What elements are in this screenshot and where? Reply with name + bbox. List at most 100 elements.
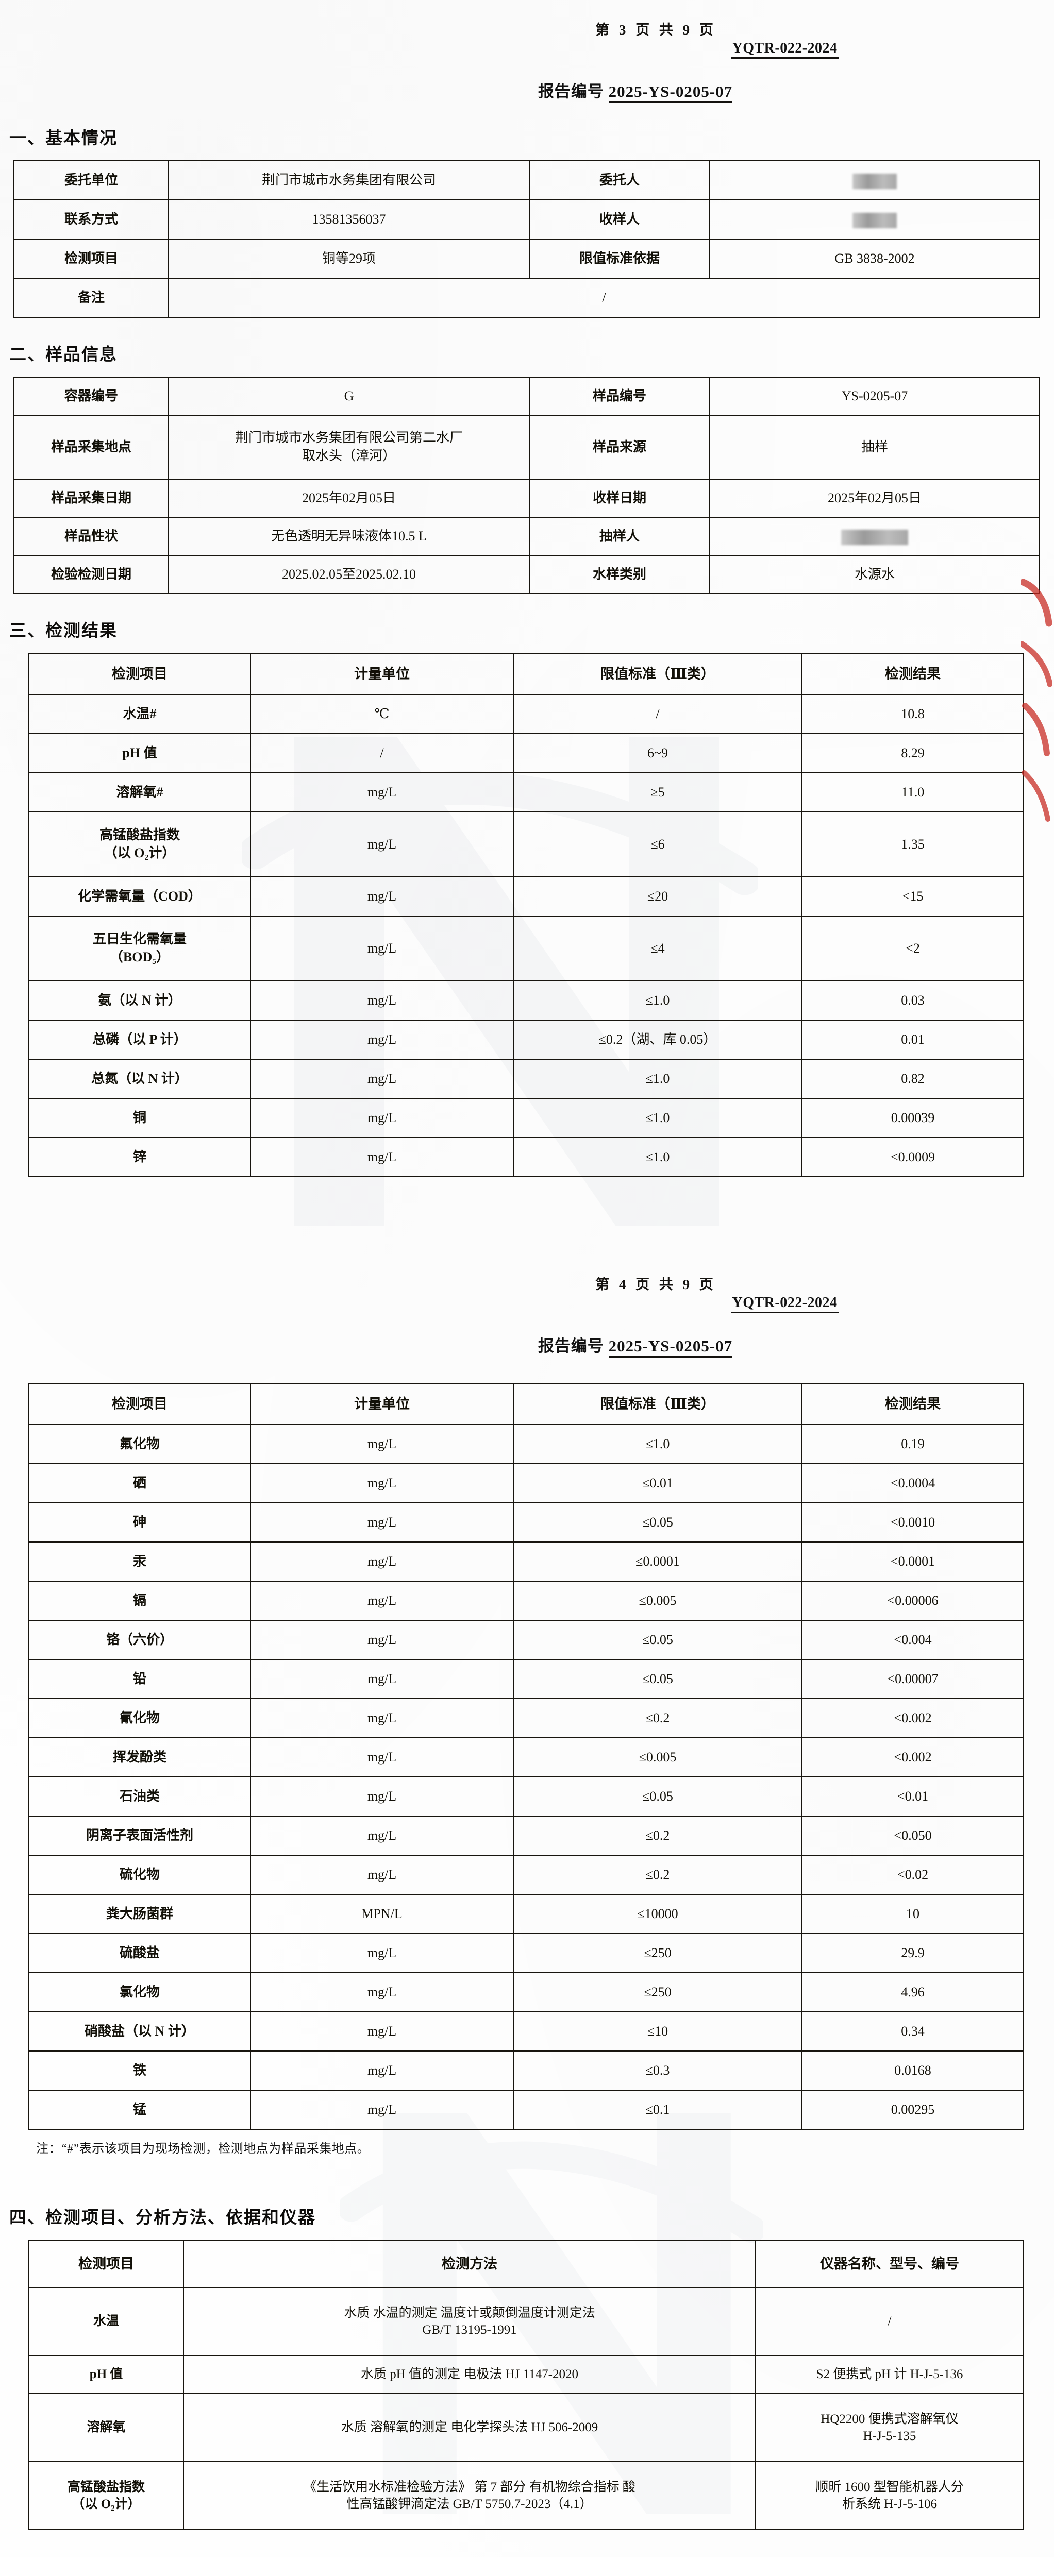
column-header-limit: 限值标准（Ⅲ类） — [513, 653, 802, 695]
results-table-page-4: 检测项目 计量单位 限值标准（Ⅲ类） 检测结果 氟化物 mg/L ≤1.0 0.19 硒… — [28, 1383, 1024, 2130]
result-item-cell: pH 值 — [28, 733, 251, 773]
result-unit-cell: MPN/L — [250, 1894, 514, 1934]
field-value: 无色透明无异味液体10.5 L — [168, 517, 530, 556]
table-row: 粪大肠菌群 MPN/L ≤10000 10 — [28, 1894, 1024, 1934]
table-row: 铜 mg/L ≤1.0 0.00039 — [28, 1098, 1024, 1138]
table-row: 高锰酸盐指数 （以 O₂计） mg/L ≤6 1.35 — [28, 811, 1024, 877]
table-row: 样品性状 无色透明无异味液体10.5 L 抽样人 — [13, 517, 1040, 556]
table-row: 样品采集日期 2025年02月05日 收样日期 2025年02月05日 — [13, 479, 1040, 518]
result-limit-cell: ≤0.2 — [513, 1855, 802, 1895]
result-limit-cell: ≤0.05 — [513, 1620, 802, 1660]
result-limit-cell: ≤1.0 — [513, 1098, 802, 1138]
report-number-value: 2025-YS-0205-07 — [608, 1337, 733, 1358]
table-row: 氯化物 mg/L ≤250 4.96 — [28, 1972, 1024, 2012]
page-header-4: 第 4 页 共 9 页 YQTR-022-2024 报告编号 2025-YS-0… — [0, 1255, 1054, 1358]
result-limit-cell: ≤250 — [513, 1972, 802, 2012]
result-unit-cell: mg/L — [250, 2011, 514, 2052]
result-unit-cell: mg/L — [250, 1502, 514, 1543]
result-value-cell: 0.00039 — [801, 1098, 1024, 1138]
result-item-cell: 总磷（以 P 计） — [28, 1020, 251, 1060]
result-value-cell: <15 — [801, 876, 1024, 917]
column-header-method: 检测方法 — [183, 2240, 756, 2288]
result-limit-cell: ≤0.01 — [513, 1463, 802, 1503]
page-header-3: 第 3 页 共 9 页 YQTR-022-2024 报告编号 2025-YS-0… — [0, 0, 1054, 103]
document-code: YQTR-022-2024 — [731, 40, 839, 59]
result-limit-cell: ≤0.05 — [513, 1659, 802, 1699]
column-header-result: 检测结果 — [801, 653, 1024, 695]
field-value: 抽样 — [709, 415, 1040, 480]
result-unit-cell: ℃ — [250, 694, 514, 734]
result-unit-cell: mg/L — [250, 1541, 514, 1582]
result-item-cell: 氰化物 — [28, 1698, 251, 1738]
page-number-label: 第 4 页 共 9 页 — [595, 1277, 716, 1292]
table-row: 联系方式 13581356037 收样人 — [13, 199, 1040, 240]
result-item-cell: 氟化物 — [28, 1424, 251, 1464]
table-row: 化学需氧量（COD） mg/L ≤20 <15 — [28, 876, 1024, 917]
result-unit-cell: mg/L — [250, 1020, 514, 1060]
result-limit-cell: ≤6 — [513, 811, 802, 877]
result-unit-cell: mg/L — [250, 1137, 514, 1177]
result-value-cell: 0.19 — [801, 1424, 1024, 1464]
field-value: 铜等29项 — [168, 239, 530, 279]
table-row: 镉 mg/L ≤0.005 <0.00006 — [28, 1581, 1024, 1621]
result-limit-cell: 6~9 — [513, 733, 802, 773]
field-label: 抽样人 — [529, 517, 710, 556]
table-row: 溶解氧# mg/L ≥5 11.0 — [28, 772, 1024, 812]
result-unit-cell: mg/L — [250, 1581, 514, 1621]
method-description-cell: 水质 溶解氧的测定 电化学探头法 HJ 506-2009 — [183, 2393, 756, 2462]
field-label: 检验检测日期 — [13, 555, 169, 594]
method-description-cell: 水质 水温的测定 温度计或颠倒温度计测定法 GB/T 13195-1991 — [183, 2287, 756, 2356]
result-limit-cell: ≤10000 — [513, 1894, 802, 1934]
table-row: 备注 / — [13, 278, 1040, 318]
field-value: 荆门市城市水务集团有限公司第二水厂 取水头（漳河） — [168, 415, 530, 480]
column-header-unit: 计量单位 — [250, 1383, 514, 1425]
table-row: 溶解氧 水质 溶解氧的测定 电化学探头法 HJ 506-2009 HQ2200 便携… — [28, 2393, 1024, 2462]
column-header-unit: 计量单位 — [250, 653, 514, 695]
field-label: 检测项目 — [13, 239, 169, 279]
sample-info-table: 容器编号 G 样品编号 YS-0205-07 样品采集地点 荆门市城市水务集团有… — [13, 377, 1040, 594]
table-row: pH 值/6~9 8.29 — [28, 733, 1024, 773]
result-item-cell: 砷 — [28, 1502, 251, 1543]
result-value-cell: 4.96 — [801, 1972, 1024, 2012]
section-heading-results: 三、检测结果 — [9, 622, 118, 640]
table-row: 委托单位 荆门市城市水务集团有限公司 委托人 — [13, 160, 1040, 200]
method-description-cell: 水质 pH 值的测定 电极法 HJ 1147-2020 — [183, 2355, 756, 2394]
table-row: 锰 mg/L ≤0.1 0.00295 — [28, 2090, 1024, 2130]
result-value-cell: 10 — [801, 1894, 1024, 1934]
section-heading-sample: 二、样品信息 — [9, 346, 118, 364]
report-number-label: 报告编号 — [538, 1337, 604, 1355]
report-number-line: 报告编号 2025-YS-0205-07 — [216, 1333, 1054, 1358]
table-header-row: 检测项目 计量单位 限值标准（Ⅲ类） 检测结果 — [28, 653, 1024, 695]
section-heading-basic: 一、基本情况 — [9, 129, 118, 148]
field-label: 样品性状 — [13, 517, 169, 556]
table-row: 氟化物 mg/L ≤1.0 0.19 — [28, 1424, 1024, 1464]
method-item-cell: 高锰酸盐指数 （以 O₂计） — [28, 2461, 184, 2530]
result-unit-cell: mg/L — [250, 2050, 514, 2091]
column-header-instrument: 仪器名称、型号、编号 — [755, 2240, 1024, 2288]
table-row: 高锰酸盐指数 （以 O₂计） 《生活饮用水标准检验方法》 第 7 部分 有机物综合… — [28, 2461, 1024, 2530]
field-value: 荆门市城市水务集团有限公司 — [168, 160, 530, 200]
table-row: 检测项目 铜等29项 限值标准依据 GB 3838-2002 — [13, 239, 1040, 279]
result-value-cell: 0.01 — [801, 1020, 1024, 1060]
column-header-limit: 限值标准（Ⅲ类） — [513, 1383, 802, 1425]
result-unit-cell: mg/L — [250, 1855, 514, 1895]
method-instrument-cell: 顺昕 1600 型智能机器人分 析系统 H-J-5-106 — [755, 2461, 1024, 2530]
field-value: G — [168, 377, 530, 416]
result-value-cell: 0.03 — [801, 980, 1024, 1021]
result-item-cell: 氯化物 — [28, 1972, 251, 2012]
result-unit-cell: mg/L — [250, 1737, 514, 1777]
field-value-redacted — [709, 160, 1040, 200]
result-unit-cell: mg/L — [250, 1059, 514, 1099]
field-value: YS-0205-07 — [709, 377, 1040, 416]
report-number-label: 报告编号 — [538, 82, 604, 100]
table-row: 检验检测日期 2025.02.05至2025.02.10 水样类别 水源水 — [13, 555, 1040, 594]
result-value-cell: <0.050 — [801, 1816, 1024, 1856]
result-item-cell: 高锰酸盐指数 （以 O₂计） — [28, 811, 251, 877]
table-row: 硫化物 mg/L ≤0.2 <0.02 — [28, 1855, 1024, 1895]
result-limit-cell: ≤10 — [513, 2011, 802, 2052]
table-row: 总氮（以 N 计） mg/L ≤1.0 0.82 — [28, 1059, 1024, 1099]
result-item-cell: 镉 — [28, 1581, 251, 1621]
table-row: 铅 mg/L ≤0.05 <0.00007 — [28, 1659, 1024, 1699]
field-value: GB 3838-2002 — [709, 239, 1040, 279]
table-row: 容器编号 G 样品编号 YS-0205-07 — [13, 377, 1040, 416]
